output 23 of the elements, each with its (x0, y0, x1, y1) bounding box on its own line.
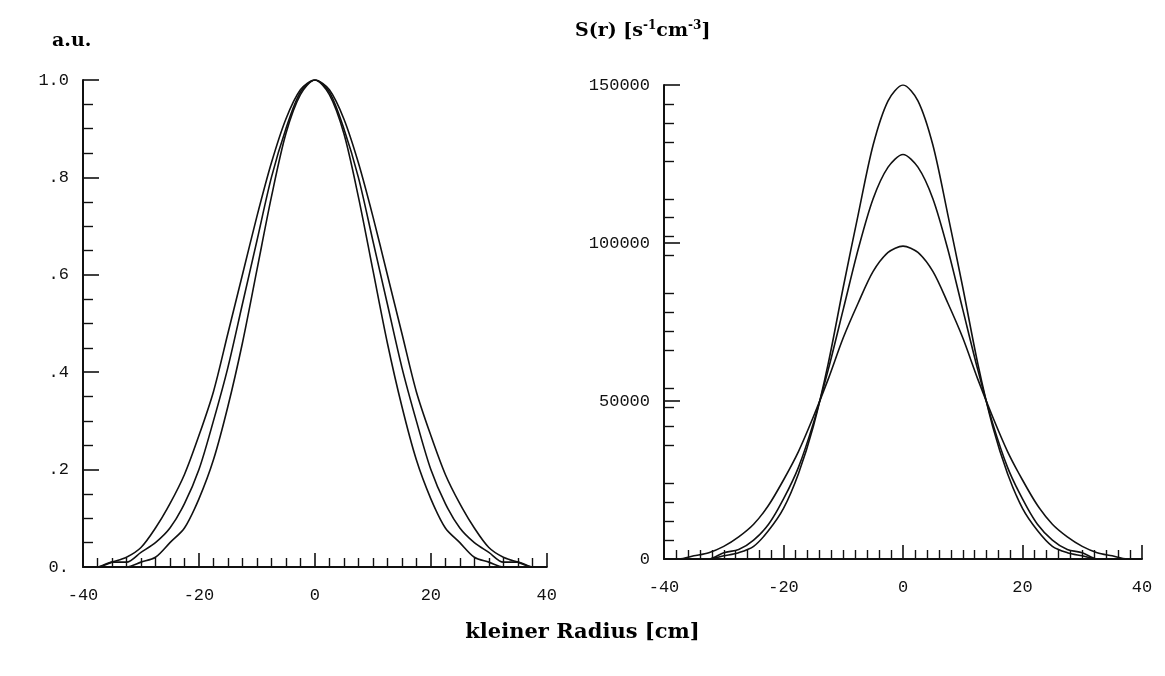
y-tick-label: 0. (48, 557, 69, 577)
x-tick-label: -20 (768, 578, 799, 597)
x-tick-label: 0 (309, 586, 320, 605)
y-tick-label: 150000 (588, 75, 650, 95)
y-tick-label: .4 (48, 362, 69, 382)
x-tick-label: -40 (67, 586, 99, 605)
y-tick-label: 50000 (598, 391, 650, 411)
x-tick-label: 40 (536, 586, 557, 605)
x-axis-title: kleiner Radius [cm] (464, 618, 701, 643)
x-tick-label: 20 (1012, 578, 1033, 597)
y-tick-label: 1.0 (38, 70, 69, 90)
y-axis-title: a.u. (52, 28, 92, 50)
y-tick-label: .6 (48, 265, 69, 285)
x-tick-label: -20 (183, 586, 215, 605)
x-tick-label: 20 (420, 586, 442, 605)
x-tick-label: 0 (897, 578, 909, 597)
y-tick-label: .8 (48, 167, 69, 187)
y-tick-label: .2 (48, 460, 69, 480)
x-tick-label: 40 (1131, 578, 1153, 597)
y-tick-label: 0 (639, 549, 650, 569)
x-tick-label: -40 (648, 578, 680, 597)
y-axis-title: S(r) [s$^{-1}$cm$^{-3}$] (575, 18, 711, 41)
y-tick-label: 100000 (588, 233, 650, 253)
